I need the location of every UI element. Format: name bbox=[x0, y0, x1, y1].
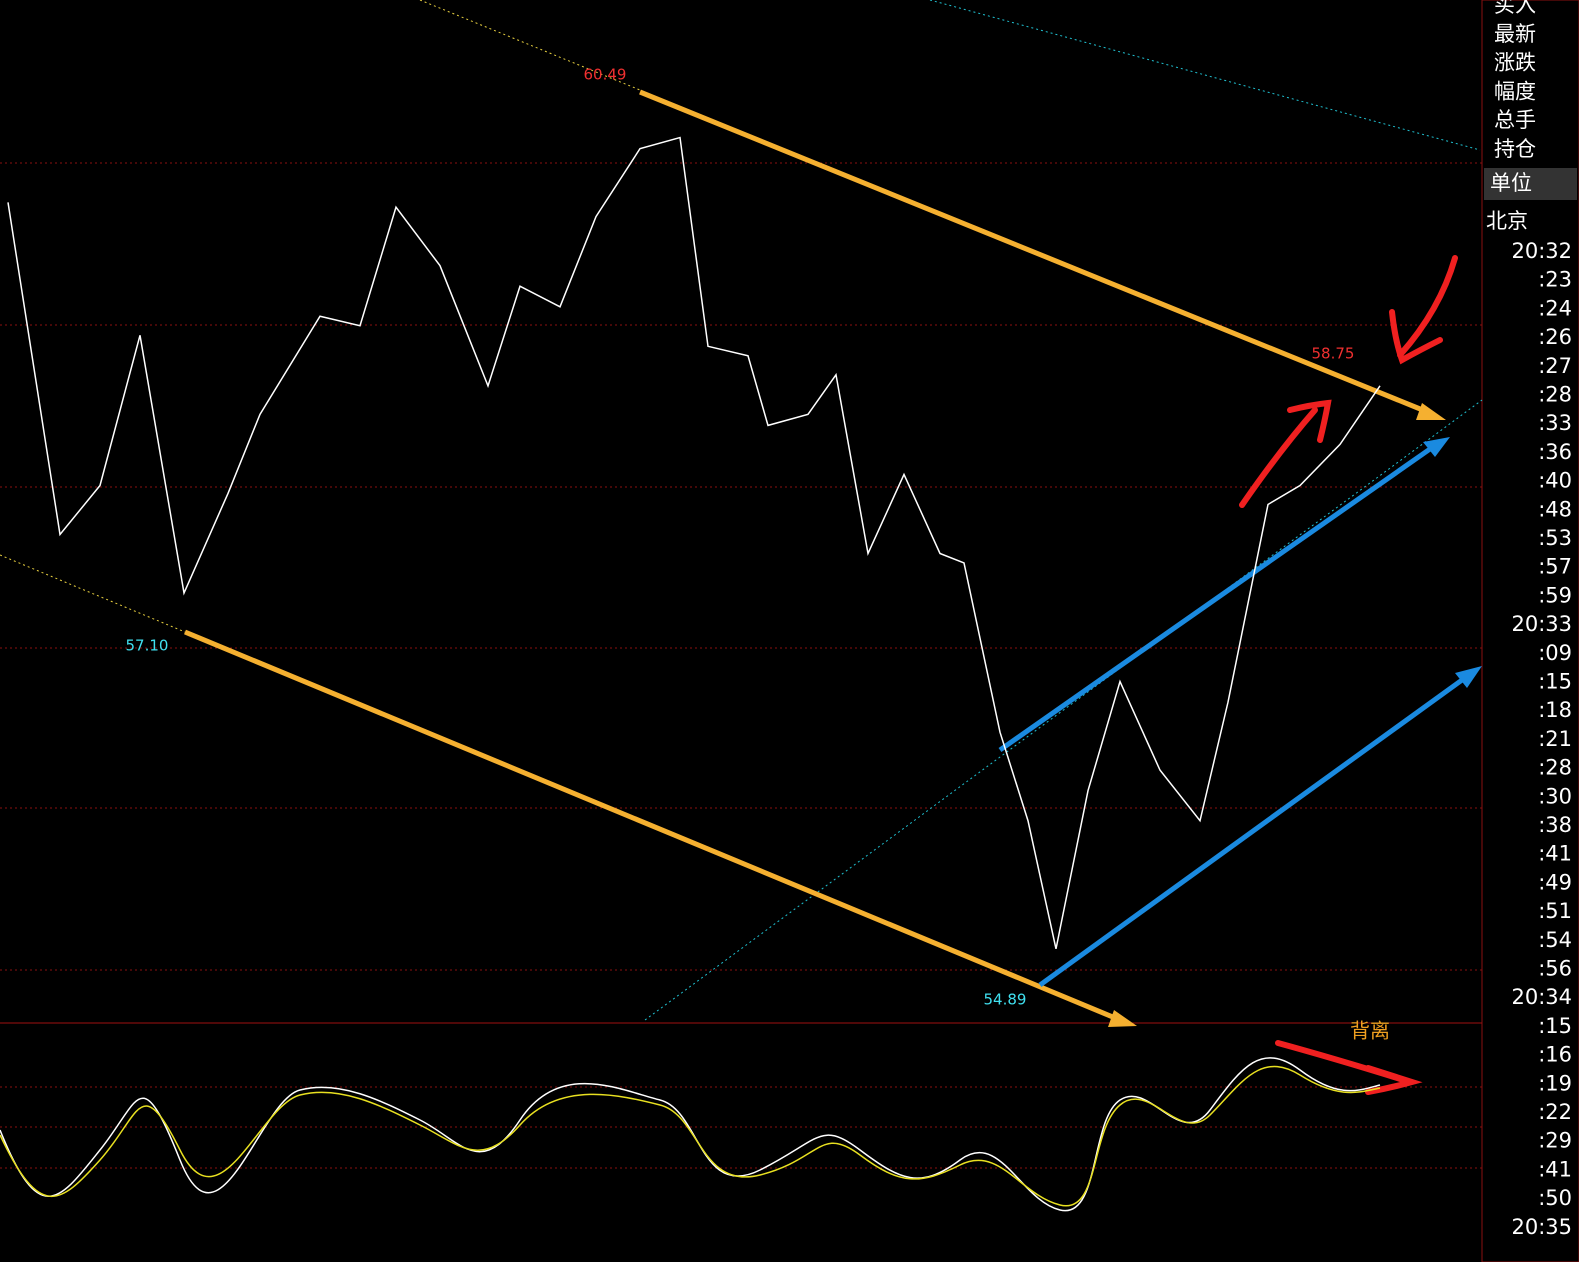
panel-label: 涨跌 bbox=[1494, 51, 1536, 75]
time-label: 20:35 bbox=[1511, 1215, 1572, 1239]
time-label: :41 bbox=[1538, 842, 1572, 866]
time-label: 20:32 bbox=[1511, 239, 1572, 263]
time-label: :33 bbox=[1538, 411, 1572, 435]
time-label: :59 bbox=[1538, 583, 1572, 607]
time-label: :29 bbox=[1538, 1129, 1572, 1153]
time-label: :38 bbox=[1538, 813, 1572, 837]
time-label: :51 bbox=[1538, 899, 1572, 923]
time-label: :24 bbox=[1538, 296, 1572, 320]
time-label: :19 bbox=[1538, 1071, 1572, 1095]
time-label: :48 bbox=[1538, 497, 1572, 521]
time-label: :15 bbox=[1538, 670, 1572, 694]
panel-label: 幅度 bbox=[1494, 79, 1536, 103]
price-line bbox=[7, 136, 1381, 949]
time-label: :56 bbox=[1538, 957, 1572, 981]
time-label: :57 bbox=[1538, 555, 1572, 579]
side-panel bbox=[1481, 0, 1579, 1262]
time-label: :27 bbox=[1538, 354, 1572, 378]
trend-lines bbox=[0, 0, 1483, 1212]
time-label: :18 bbox=[1538, 698, 1572, 722]
time-label: :53 bbox=[1538, 526, 1572, 550]
time-label: :26 bbox=[1538, 325, 1572, 349]
panel-label: 总手 bbox=[1494, 108, 1536, 132]
time-label: :22 bbox=[1538, 1100, 1572, 1124]
time-label: :23 bbox=[1538, 268, 1572, 292]
time-label: :28 bbox=[1538, 383, 1572, 407]
grid bbox=[0, 162, 1482, 1169]
time-label: :54 bbox=[1538, 928, 1572, 952]
divergence-label: 背离 bbox=[1350, 1019, 1390, 1043]
time-label: 20:33 bbox=[1511, 612, 1572, 636]
high-label: 58.75 bbox=[1312, 345, 1355, 363]
panel-label: 最新 bbox=[1494, 22, 1536, 46]
time-label: :41 bbox=[1538, 1157, 1572, 1181]
time-label: :28 bbox=[1538, 756, 1572, 780]
time-label: :09 bbox=[1538, 641, 1572, 665]
time-label: :30 bbox=[1538, 784, 1572, 808]
time-label: 20:34 bbox=[1511, 985, 1572, 1009]
time-label: :16 bbox=[1538, 1043, 1572, 1067]
unit-label: 单位 bbox=[1490, 171, 1532, 195]
panel-label: 持仓 bbox=[1494, 137, 1536, 161]
high-label: 60.49 bbox=[584, 66, 627, 84]
zone-label: 北京 bbox=[1486, 209, 1528, 233]
panel-label: 买入 bbox=[1494, 0, 1536, 17]
time-label: :36 bbox=[1538, 440, 1572, 464]
time-label: :15 bbox=[1538, 1014, 1572, 1038]
time-label: :50 bbox=[1538, 1186, 1572, 1210]
time-label: :49 bbox=[1538, 870, 1572, 894]
time-label: :21 bbox=[1538, 727, 1572, 751]
low-label: 57.10 bbox=[126, 637, 169, 655]
low-label: 54.89 bbox=[984, 991, 1027, 1009]
unit-bg bbox=[1484, 168, 1577, 200]
time-label: :40 bbox=[1538, 469, 1572, 493]
